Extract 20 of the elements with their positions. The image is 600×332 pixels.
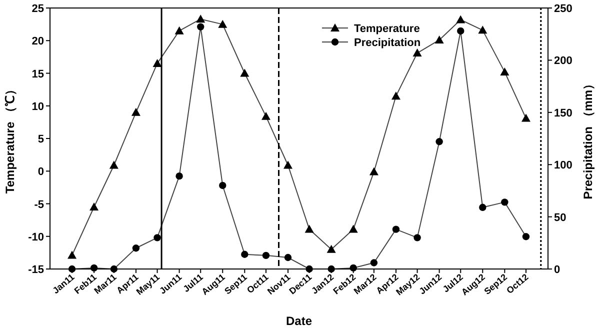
y-tick-label: 0 [38, 166, 44, 178]
y-tick-label: 5 [38, 134, 44, 146]
legend-label: Precipitation [354, 37, 421, 49]
x-axis-title: Date [286, 314, 312, 328]
y2-tick-label: 200 [554, 55, 572, 68]
y2-tick-label: 150 [554, 107, 572, 120]
y2-tick-label: 100 [554, 160, 572, 172]
y-tick-label: -5 [34, 198, 44, 211]
y-tick-label: 15 [32, 68, 44, 80]
y-tick-label: 10 [32, 100, 44, 113]
y-tick-label: -15 [28, 264, 44, 276]
y-tick-label: 20 [32, 36, 44, 48]
y2-axis-title: Precipitation （mm） [581, 78, 595, 200]
y2-tick-label: 50 [554, 212, 566, 224]
y2-tick-label: 0 [554, 264, 560, 276]
legend-label: Temperature [354, 23, 420, 35]
y-tick-label: -10 [28, 231, 44, 244]
y2-tick-label: 250 [554, 3, 572, 15]
y-tick-label: 25 [32, 3, 44, 15]
y-axis-title: Temperature （℃） [3, 83, 17, 194]
